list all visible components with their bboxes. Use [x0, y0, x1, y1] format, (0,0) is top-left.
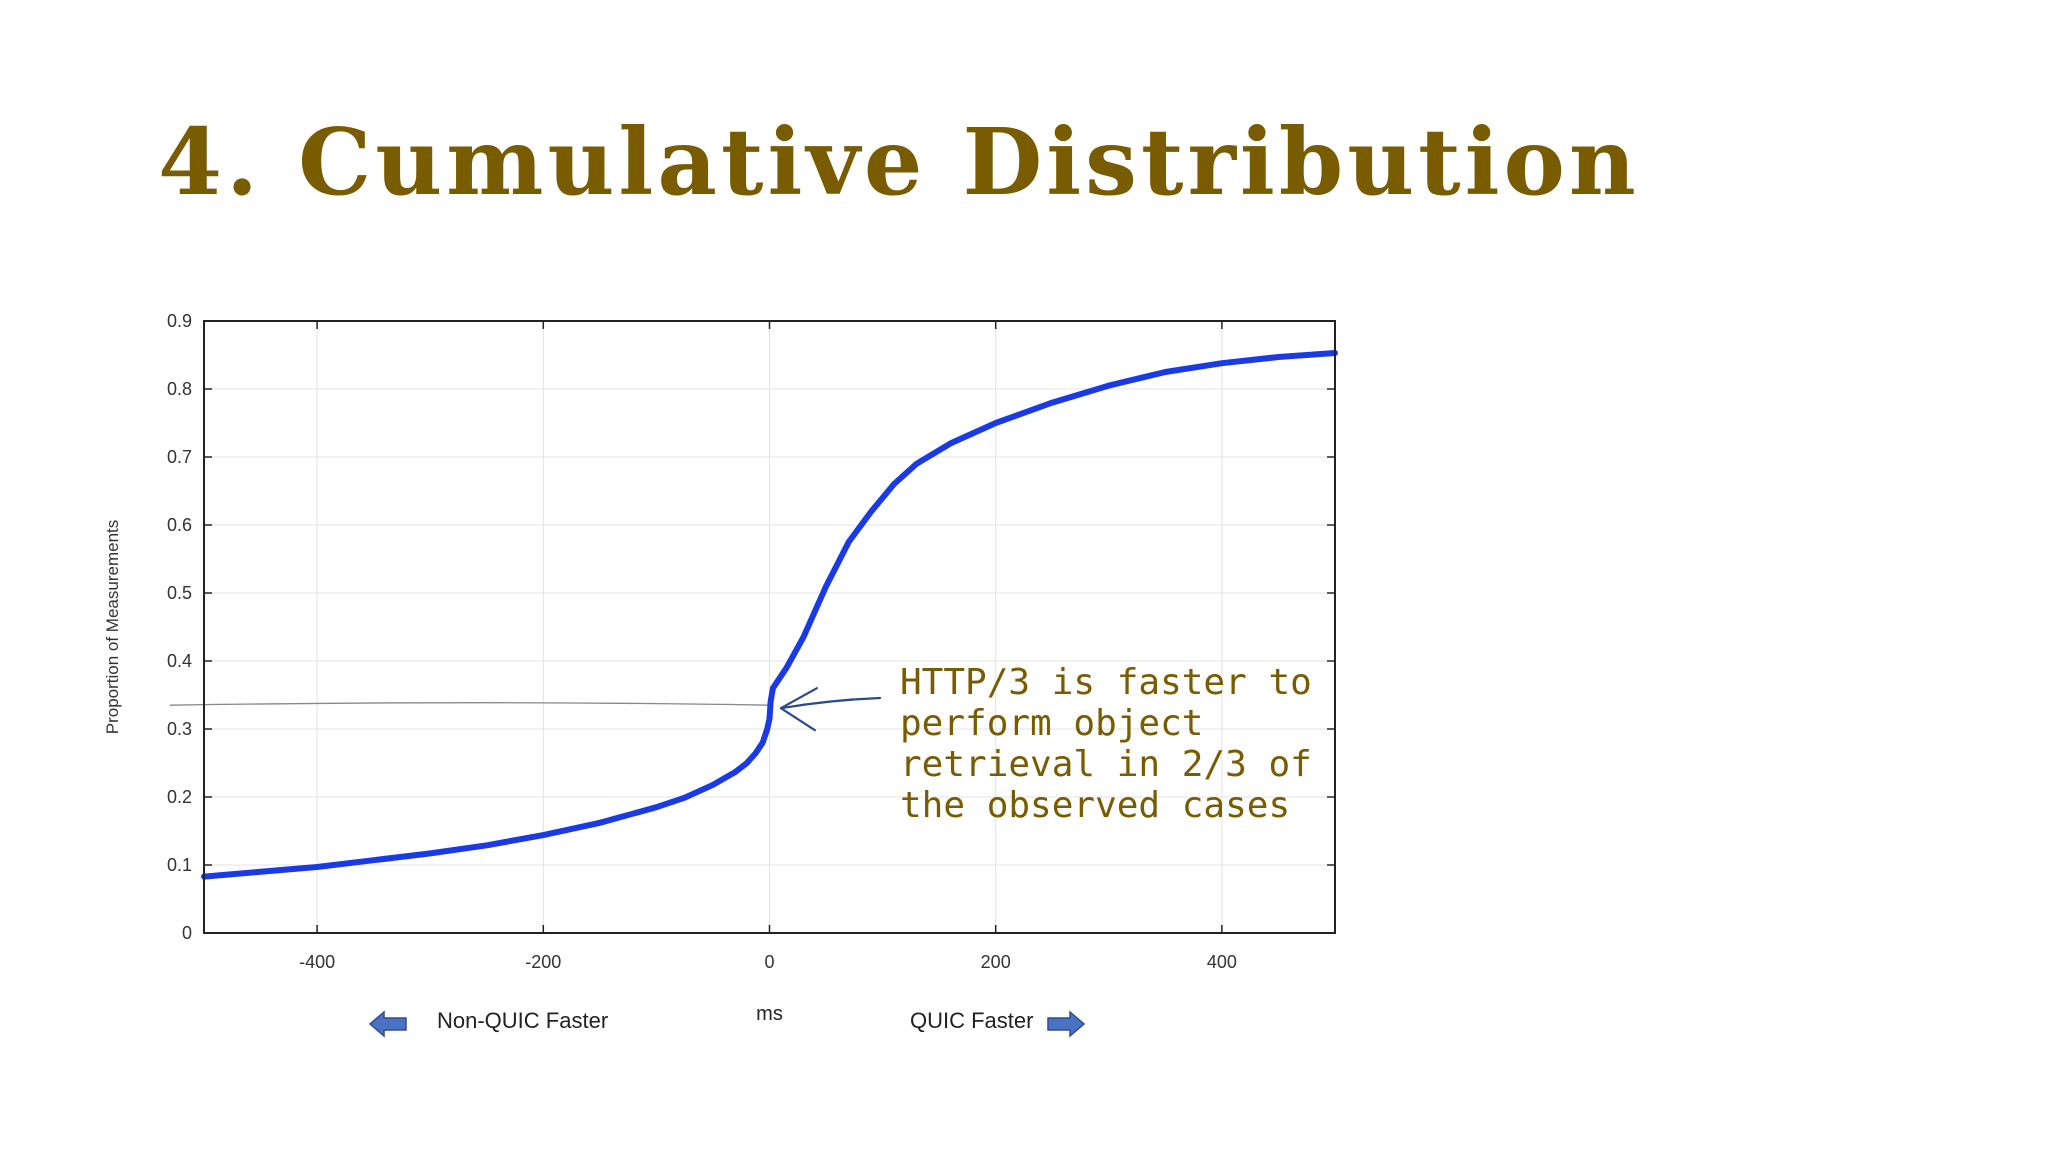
annotation-line: the observed cases — [900, 785, 1291, 826]
y-tick-label: 0 — [182, 923, 192, 943]
y-tick-label: 0.5 — [167, 583, 192, 603]
arrow-right-icon — [1047, 1010, 1086, 1038]
y-tick-label: 0.9 — [167, 311, 192, 331]
y-tick-label: 0.2 — [167, 787, 192, 807]
x-tick-label: 400 — [1207, 952, 1237, 972]
x-axis-label: ms — [756, 1003, 783, 1025]
y-tick-label: 0.7 — [167, 447, 192, 467]
annotation-line: perform object — [900, 703, 1204, 744]
x-tick-label: -200 — [525, 952, 561, 972]
y-tick-label: 0.3 — [167, 719, 192, 739]
annotation-arrow-shaft — [779, 696, 882, 710]
slide-title: 4. Cumulative Distribution — [158, 108, 1640, 216]
annotation-note: HTTP/3 is faster to perform object retri… — [900, 662, 1312, 826]
reference-line — [169, 702, 770, 706]
arrow-left-icon — [368, 1010, 407, 1038]
annotation-line: retrieval in 2/3 of — [900, 744, 1312, 785]
quic-faster-label: QUIC Faster — [910, 1008, 1034, 1033]
reference-line-layer — [169, 702, 770, 706]
y-axis-label: Proportion of Measurements — [103, 520, 122, 735]
y-tick-label: 0.6 — [167, 515, 192, 535]
y-tick-label: 0.4 — [167, 651, 192, 671]
annotation-arrow-head — [779, 687, 818, 732]
annotation-line: HTTP/3 is faster to — [900, 662, 1312, 703]
tick-layer: -400 -200 0 200 400 0 0.1 0.2 0.3 0.4 0.5 0.6 0.7 0.8… — [167, 311, 1335, 972]
y-tick-label: 0.8 — [167, 379, 192, 399]
x-tick-label: 0 — [764, 952, 774, 972]
annotation-arrow-icon — [779, 687, 882, 732]
series-layer — [201, 350, 1338, 880]
x-tick-label: -400 — [299, 952, 335, 972]
x-tick-label: 200 — [981, 952, 1011, 972]
grid-layer — [204, 320, 1335, 934]
y-tick-label: 0.1 — [167, 855, 192, 875]
series-line — [201, 350, 1338, 880]
non-quic-faster-label: Non-QUIC Faster — [437, 1008, 609, 1033]
